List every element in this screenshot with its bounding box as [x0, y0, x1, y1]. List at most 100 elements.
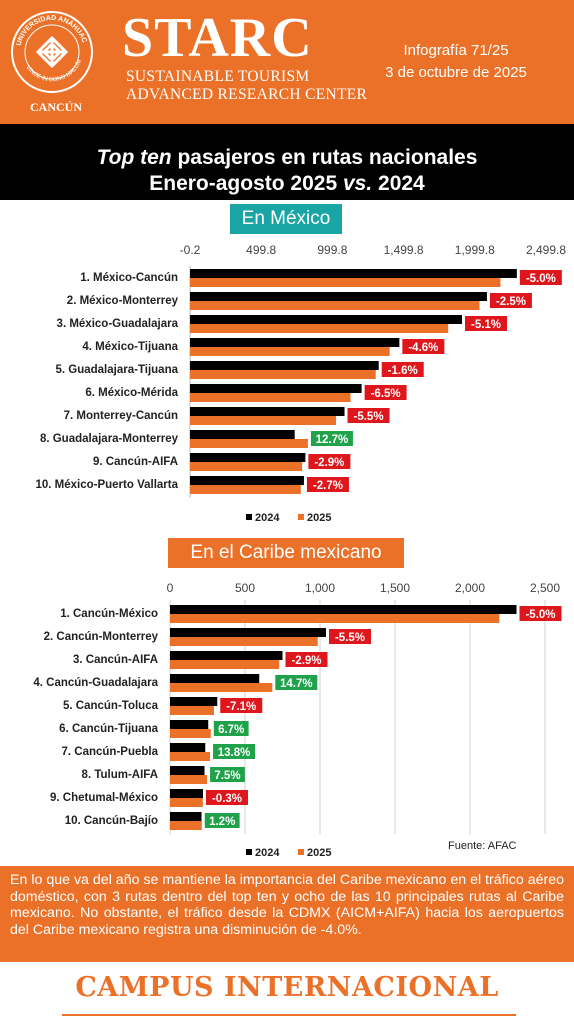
cb-category-label: 9. Chetumal-México	[50, 792, 158, 804]
publication-date: 3 de octubre de 2025	[385, 64, 527, 81]
starc-subtitle: SUSTAINABLE TOURISM ADVANCED RESEARCH CE…	[126, 68, 367, 104]
mx-category-label: 10. México-Puerto Vallarta	[35, 479, 178, 491]
mx-bar-2024	[190, 292, 487, 301]
cb-category-label: 5. Cancún-Toluca	[63, 700, 159, 712]
cb-bar-2025	[170, 798, 203, 807]
mx-change-badge	[347, 408, 390, 423]
mx-category-label: 7. Monterrey-Cancún	[64, 410, 178, 422]
cb-legend-swatch	[298, 849, 304, 855]
cb-bar-2024	[170, 743, 206, 752]
mx-bar-2025	[190, 485, 301, 494]
chart-caribe-routes: 0 500 1,000 1,500 2,000 2,500 1. Cancún-México…	[33, 581, 562, 859]
cb-change-label: 7.5%	[214, 770, 240, 782]
mx-bar-2025	[190, 462, 303, 471]
title-line-1: Top ten pasajeros en rutas nacionales	[0, 146, 574, 170]
cb-change-label: -7.1%	[226, 701, 256, 713]
mx-category-label: 5. Guadalajara-Tijuana	[55, 364, 178, 376]
cb-bar-2024	[170, 697, 218, 706]
mx-bar-2024	[190, 315, 463, 324]
mx-category-label: 1. México-Cancún	[80, 272, 178, 284]
mx-category-label: 9. Cancún-AIFA	[93, 456, 178, 468]
cb-tick-label: 500	[235, 581, 255, 595]
mx-change-label: 12.7%	[316, 434, 349, 446]
cb-bar-2024	[170, 812, 202, 821]
mx-change-label: -2.9%	[314, 457, 344, 469]
mx-change-badge	[310, 431, 353, 446]
cb-tick-label: 0	[167, 581, 174, 595]
cb-legend-label: 2025	[307, 847, 331, 859]
cb-change-label: -2.9%	[291, 655, 321, 667]
cb-tick-label: 1,000	[305, 581, 335, 595]
cb-bar-2025	[170, 821, 202, 830]
title-rest-1: pasajeros en rutas nacionales	[171, 146, 478, 169]
starc-logo-text: STARC	[122, 7, 313, 69]
cb-category-label: 3. Cancún-AIFA	[73, 654, 158, 666]
mx-bar-2025	[190, 393, 351, 402]
cb-category-label: 4. Cancún-Guadalajara	[33, 677, 158, 689]
cb-change-badge	[213, 721, 249, 736]
mx-legend-label: 2024	[255, 512, 280, 524]
mx-category-label: 6. México-Mérida	[85, 387, 178, 399]
cb-change-badge	[213, 744, 256, 759]
mx-change-label: -4.6%	[408, 342, 438, 354]
mx-bar-2024	[190, 476, 304, 485]
cb-bar-2025	[170, 729, 211, 738]
cb-change-badge	[519, 606, 562, 621]
cb-change-badge	[220, 698, 263, 713]
cb-change-label: 1.2%	[209, 816, 235, 828]
mx-change-badge	[489, 293, 532, 308]
cb-change-badge	[206, 790, 248, 805]
summary-box: En lo que va del año se mantiene la impo…	[0, 866, 574, 962]
cb-change-label: -5.5%	[335, 632, 365, 644]
title-line-2: Enero-agosto 2025 vs. 2024	[0, 172, 574, 196]
cb-change-label: -0.3%	[212, 793, 242, 805]
mx-change-label: -1.6%	[388, 365, 418, 377]
cb-change-label: 14.7%	[280, 678, 313, 690]
cb-category-label: 6. Cancún-Tijuana	[59, 723, 158, 735]
mx-legend-label: 2025	[307, 512, 331, 524]
mx-change-label: -5.1%	[471, 319, 501, 331]
cb-change-badge	[204, 813, 240, 828]
mx-category-label: 4. México-Tijuana	[82, 341, 178, 353]
mx-bar-2024	[190, 384, 362, 393]
mx-legend-swatch	[298, 514, 304, 520]
chart1-title: En México	[230, 204, 342, 234]
mx-change-label: -6.5%	[371, 388, 401, 400]
cb-change-badge	[275, 675, 318, 690]
starc-subtitle-line2: ADVANCED RESEARCH CENTER	[126, 86, 368, 103]
title-end-2: 2024	[372, 172, 425, 195]
cb-bar-2025	[170, 660, 280, 669]
mx-tick-label: 2,499.8	[526, 243, 566, 257]
mx-bar-2025	[190, 416, 336, 425]
mx-bar-2025	[190, 439, 308, 448]
mx-category-label: 3. México-Guadalajara	[57, 318, 179, 330]
mx-bar-2024	[190, 338, 400, 347]
cb-tick-label: 2,000	[455, 581, 485, 595]
mx-change-label: -5.5%	[354, 411, 384, 423]
cb-bar-2024	[170, 789, 203, 798]
title-band: Top ten pasajeros en rutas nacionales En…	[0, 124, 574, 200]
starc-subtitle-line1: SUSTAINABLE TOURISM	[126, 68, 310, 85]
cb-tick-label: 2,500	[530, 581, 560, 595]
cb-bar-2024	[170, 766, 205, 775]
footer-divider	[62, 1014, 516, 1016]
mx-bar-2025	[190, 347, 390, 356]
cb-category-label: 2. Cancún-Monterrey	[44, 631, 159, 643]
mx-legend-swatch	[246, 514, 252, 520]
cb-bar-2024	[170, 720, 209, 729]
mx-tick-label: 1,999.8	[455, 243, 495, 257]
campus-name: CANCÚN	[30, 100, 82, 114]
cb-change-label: 6.7%	[218, 724, 244, 736]
cb-bar-2024	[170, 605, 517, 614]
mx-change-badge	[306, 477, 349, 492]
chart2-title: En el Caribe mexicano	[168, 538, 404, 568]
mx-category-label: 2. México-Monterrey	[67, 295, 179, 307]
mx-change-badge	[465, 316, 508, 331]
cb-change-label: -5.0%	[525, 609, 555, 621]
cb-bar-2024	[170, 651, 283, 660]
university-logo: UNIVERSIDAD ANÁHUAC VINCE IN BONO MALUM …	[8, 8, 108, 118]
mx-bar-2025	[190, 301, 480, 310]
cb-change-badge	[285, 652, 328, 667]
infographic-number: Infografía 71/25	[403, 42, 509, 59]
mx-change-label: -2.7%	[313, 480, 343, 492]
